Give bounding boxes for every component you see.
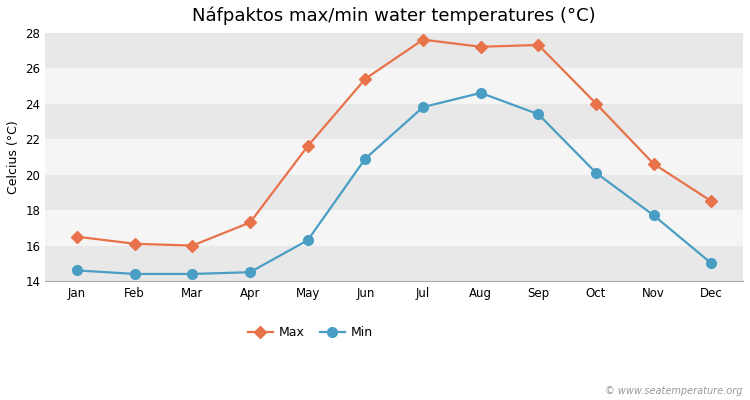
Bar [45,139,743,174]
Bar [45,104,743,139]
Y-axis label: Celcius (°C): Celcius (°C) [7,120,20,194]
Text: © www.seatemperature.org: © www.seatemperature.org [605,386,742,396]
Bar [45,174,743,210]
Bar [45,210,743,246]
Bar [45,68,743,104]
Bar [45,246,743,281]
Legend: Max, Min: Max, Min [243,321,378,344]
Title: Náfpaktos max/min water temperatures (°C): Náfpaktos max/min water temperatures (°C… [193,7,596,26]
Bar [45,32,743,68]
